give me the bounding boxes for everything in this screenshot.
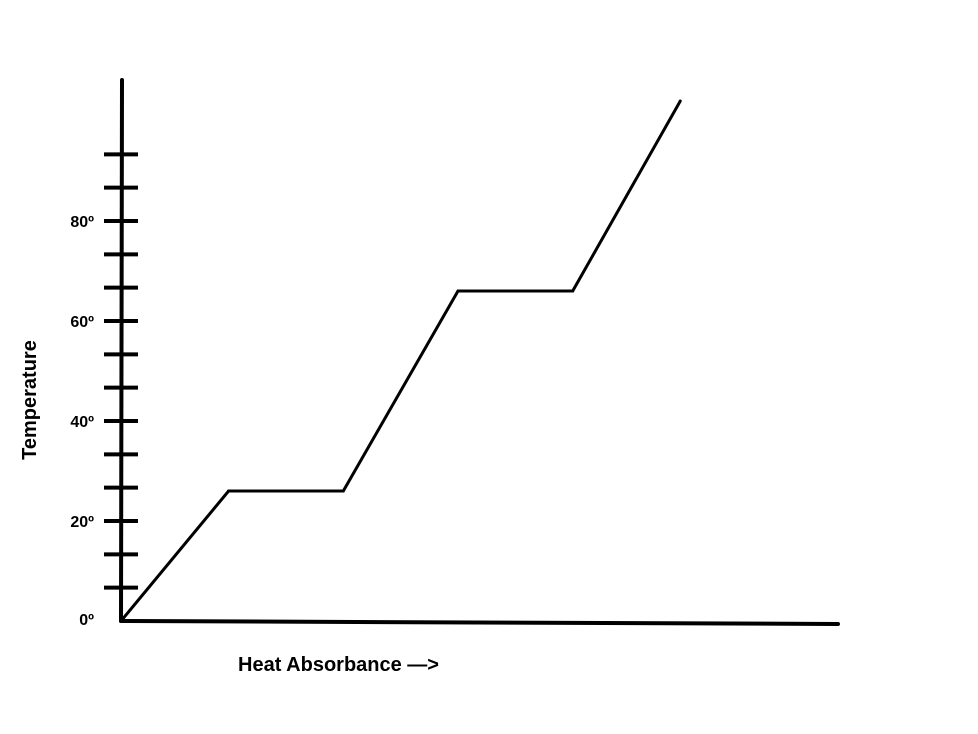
y-axis-label: Temperature bbox=[19, 340, 41, 460]
data-points bbox=[119, 99, 682, 623]
data-point bbox=[456, 289, 460, 293]
y-axis bbox=[119, 78, 124, 623]
data-point bbox=[119, 619, 123, 623]
y-tick-label: 80º bbox=[70, 214, 94, 231]
data-point bbox=[227, 489, 231, 493]
x-axis bbox=[119, 619, 840, 626]
y-tick-label: 40º bbox=[70, 414, 94, 431]
x-axis-label: Heat Absorbance —> bbox=[238, 654, 439, 676]
y-tick-label: 60º bbox=[70, 314, 94, 331]
data-point bbox=[678, 99, 682, 103]
data-point bbox=[341, 489, 345, 493]
y-tick-label: 0º bbox=[79, 612, 94, 629]
y-tick-labels: 0º 20º 40º 60º 80º bbox=[70, 214, 94, 629]
data-point bbox=[571, 289, 575, 293]
y-tick-label: 20º bbox=[70, 514, 94, 531]
series-line bbox=[119, 100, 682, 622]
